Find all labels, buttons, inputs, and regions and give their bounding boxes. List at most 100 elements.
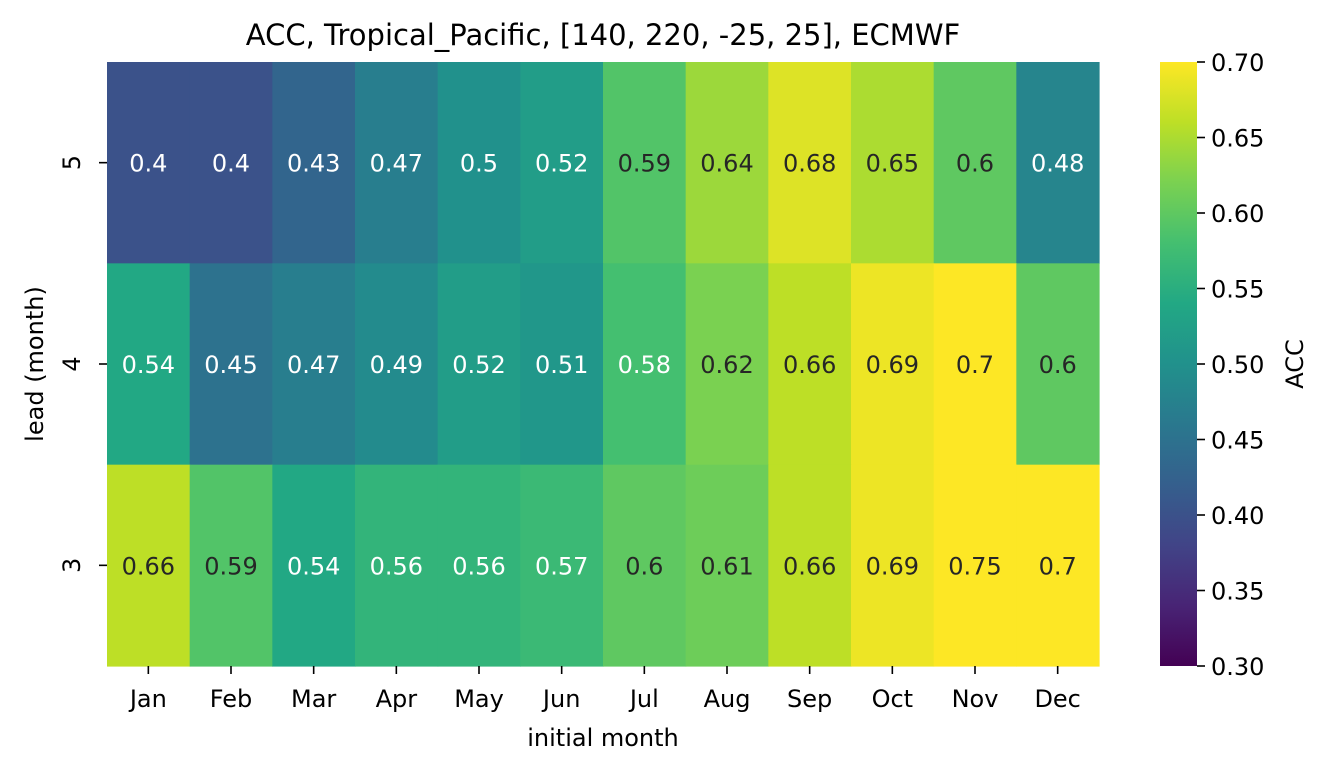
cell-value-label: 0.59: [618, 150, 671, 178]
heatmap-cell: [768, 464, 852, 667]
heatmap-cell: [520, 263, 604, 466]
heatmap-cell: [603, 263, 687, 466]
heatmap-cell: [685, 62, 769, 264]
colorbar-tick-label: 0.30: [1211, 653, 1264, 681]
x-tick-label: Aug: [704, 685, 751, 713]
heatmap-cell: [189, 62, 273, 264]
heatmap-cell: [1016, 464, 1100, 667]
cell-value-label: 0.52: [452, 351, 505, 379]
heatmap-cell: [355, 263, 439, 466]
heatmap-cell: [520, 464, 604, 667]
cell-value-label: 0.7: [1039, 552, 1077, 580]
cell-value-label: 0.65: [866, 150, 919, 178]
y-tick-label: 5: [58, 155, 86, 170]
cell-value-label: 0.6: [1039, 351, 1077, 379]
x-tick-label: Dec: [1034, 685, 1080, 713]
x-axis: Jan Feb Mar Apr May Jun Jul Aug Sep Oct Nov Dec: [128, 666, 1081, 713]
cell-value-label: 0.75: [948, 552, 1001, 580]
cell-value-label: 0.49: [370, 351, 423, 379]
x-tick-label: Apr: [376, 685, 418, 713]
cell-value-label: 0.47: [287, 351, 340, 379]
colorbar-ticks: 0.30 0.35 0.40 0.45 0.50 0.55 0.60 0.65 0.70: [1197, 49, 1264, 681]
cell-value-label: 0.59: [204, 552, 257, 580]
heatmap-cell: [355, 62, 439, 264]
colorbar-tick-label: 0.70: [1211, 49, 1264, 77]
y-tick-label: 3: [58, 558, 86, 573]
y-tick-label: 4: [58, 356, 86, 371]
cell-value-label: 0.57: [535, 552, 588, 580]
chart-title: ACC, Tropical_Pacific, [140, 220, -25, 2…: [246, 18, 960, 52]
cell-labels: 0.4 0.4 0.43 0.47 0.5 0.52 0.59 0.64 0.68 0.65 0.6…: [122, 150, 1085, 581]
heatmap-cell: [603, 464, 687, 667]
cell-value-label: 0.4: [129, 150, 167, 178]
colorbar-label: ACC: [1281, 339, 1309, 389]
heatmap-cell: [933, 464, 1017, 667]
heatmap-cell: [272, 464, 356, 667]
cell-value-label: 0.66: [783, 552, 836, 580]
heatmap-cell: [189, 263, 273, 466]
y-axis: 5 4 3: [58, 155, 107, 573]
heatmap-cell: [1016, 263, 1100, 466]
heatmap-cell: [107, 464, 191, 667]
cell-value-label: 0.6: [625, 552, 663, 580]
cell-value-label: 0.68: [783, 150, 836, 178]
cell-value-label: 0.43: [287, 150, 340, 178]
cell-value-label: 0.69: [866, 351, 919, 379]
cell-value-label: 0.4: [212, 150, 250, 178]
heatmap-cell: [851, 464, 935, 667]
heatmap-cell: [355, 464, 439, 667]
cell-value-label: 0.45: [204, 351, 257, 379]
heatmap-cell: [603, 62, 687, 264]
cell-value-label: 0.47: [370, 150, 423, 178]
cell-value-label: 0.52: [535, 150, 588, 178]
colorbar-tick-label: 0.40: [1211, 502, 1264, 530]
cell-value-label: 0.58: [618, 351, 671, 379]
cell-value-label: 0.6: [956, 150, 994, 178]
heatmap-cell: [520, 62, 604, 264]
heatmap-cell: [437, 464, 521, 667]
cell-value-label: 0.51: [535, 351, 588, 379]
heatmap-cell: [107, 62, 191, 264]
cell-value-label: 0.56: [370, 552, 423, 580]
colorbar-tick-label: 0.35: [1211, 578, 1264, 606]
colorbar-tick-label: 0.50: [1211, 351, 1264, 379]
x-axis-label: initial month: [527, 724, 679, 752]
cell-value-label: 0.62: [700, 351, 753, 379]
heatmap-cell: [685, 263, 769, 466]
colorbar-tick-label: 0.60: [1211, 200, 1264, 228]
colorbar-tick-label: 0.65: [1211, 125, 1264, 153]
colorbar-tick-label: 0.55: [1211, 276, 1264, 304]
cell-value-label: 0.64: [700, 150, 753, 178]
y-axis-label: lead (month): [21, 286, 49, 442]
heatmap-cell: [272, 62, 356, 264]
heatmap-cell: [107, 263, 191, 466]
heatmap-cell: [933, 62, 1017, 264]
cell-value-label: 0.54: [122, 351, 175, 379]
heatmap-cell: [437, 263, 521, 466]
colorbar: [1160, 62, 1197, 666]
heatmap-cell: [768, 263, 852, 466]
heatmap-cell: [189, 464, 273, 667]
cell-value-label: 0.66: [783, 351, 836, 379]
cell-value-label: 0.69: [866, 552, 919, 580]
x-tick-label: Mar: [291, 685, 336, 713]
x-tick-label: Jan: [128, 685, 167, 713]
heatmap-cell: [933, 263, 1017, 466]
cell-value-label: 0.61: [700, 552, 753, 580]
cell-value-label: 0.66: [122, 552, 175, 580]
heatmap-cell: [851, 62, 935, 264]
cell-value-label: 0.5: [460, 150, 498, 178]
heatmap-cell: [1016, 62, 1100, 264]
cell-value-label: 0.48: [1031, 150, 1084, 178]
x-tick-label: Sep: [787, 685, 832, 713]
heatmap-cell: [768, 62, 852, 264]
heatmap-cell: [272, 263, 356, 466]
x-tick-label: Jul: [628, 685, 659, 713]
cell-value-label: 0.56: [452, 552, 505, 580]
x-tick-label: Nov: [952, 685, 999, 713]
x-tick-label: Oct: [872, 685, 914, 713]
x-tick-label: Jun: [541, 685, 581, 713]
x-tick-label: May: [454, 685, 504, 713]
cell-value-label: 0.54: [287, 552, 340, 580]
